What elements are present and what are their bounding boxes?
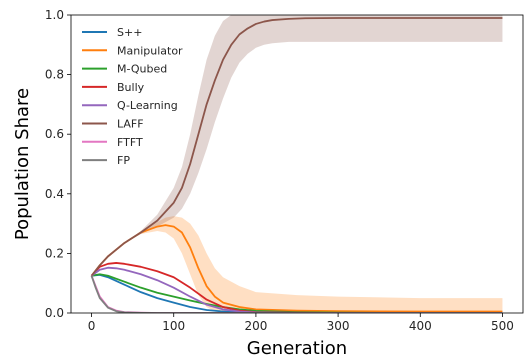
- plot-frame: [70, 14, 524, 314]
- x-tick-label: 0: [88, 319, 96, 333]
- legend-label: Bully: [117, 81, 145, 94]
- series-line-s-: [91, 273, 503, 313]
- x-axis-label: Generation: [247, 338, 347, 358]
- legend-label: S++: [117, 26, 142, 39]
- series-line-q-learning: [91, 266, 503, 313]
- y-tick-label: 0.0: [45, 306, 64, 320]
- legend-label: LAFF: [117, 118, 144, 131]
- x-tick-label: 100: [162, 319, 185, 333]
- legend: S++ Manipulator M-Qubed Bully Q-Learning LAFF…: [82, 26, 183, 167]
- x-tick-label: 200: [244, 319, 267, 333]
- y-tick-label: 1.0: [45, 8, 64, 22]
- band-laff: [91, 15, 503, 276]
- legend-label: Manipulator: [117, 44, 183, 57]
- x-tick-label: 400: [409, 319, 432, 333]
- y-axis-ticks: 0.0 0.2 0.4 0.6 0.8 1.0: [45, 8, 71, 320]
- plot-background: [71, 15, 523, 313]
- x-tick-label: 300: [327, 319, 350, 333]
- legend-label: M-Qubed: [117, 63, 167, 76]
- y-tick-label: 0.8: [45, 68, 64, 82]
- legend-label: FP: [117, 154, 130, 167]
- x-axis-ticks: 0 100 200 300 400 500: [88, 313, 514, 333]
- y-axis-label: Population Share: [12, 88, 33, 240]
- series-line-laff: [90, 17, 503, 277]
- confidence-bands: [91, 15, 503, 313]
- legend-label: Q-Learning: [117, 99, 178, 112]
- band-manipulator: [91, 216, 503, 313]
- x-tick-label: 500: [491, 319, 514, 333]
- y-tick-label: 0.2: [45, 246, 64, 260]
- legend-label: FTFT: [117, 136, 143, 149]
- y-tick-label: 0.6: [45, 127, 64, 141]
- y-tick-label: 0.4: [45, 187, 64, 201]
